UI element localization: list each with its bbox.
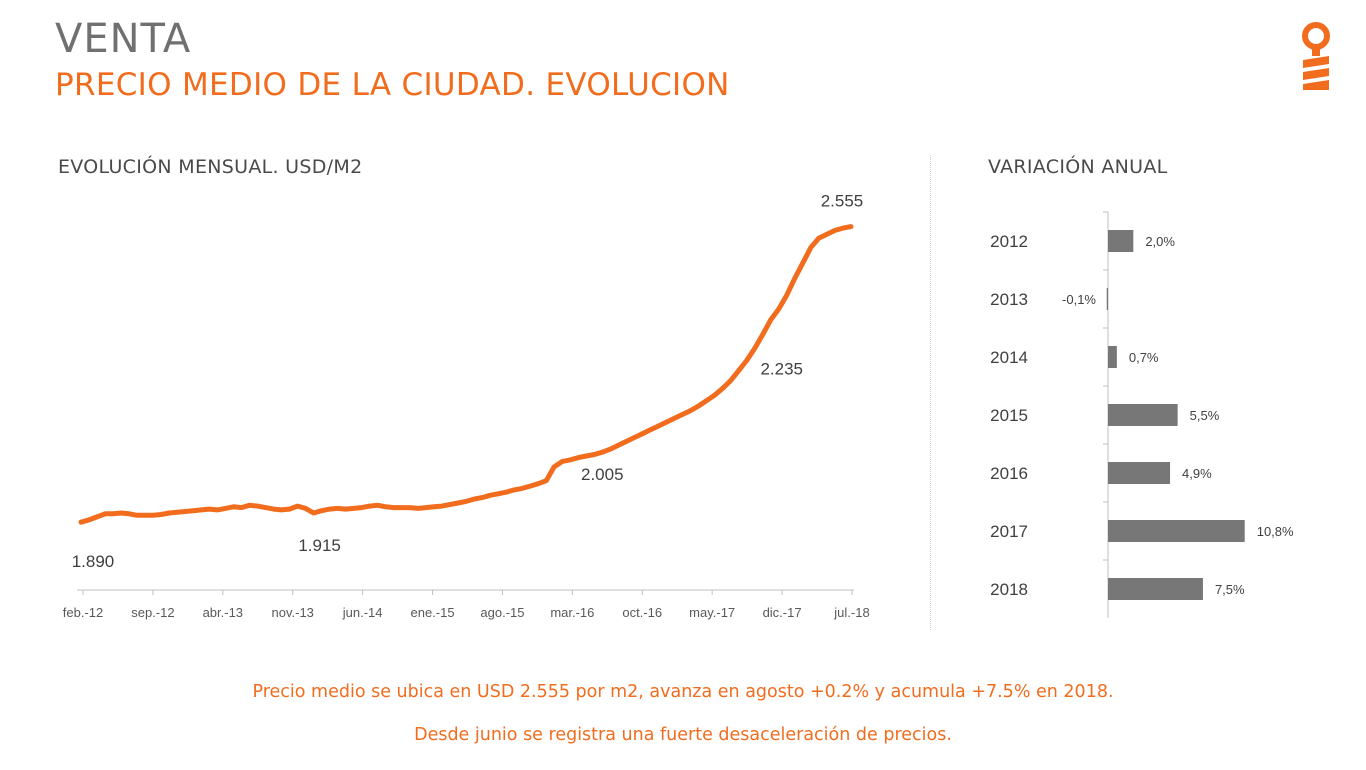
x-tick-label: ago.-15 [480,605,524,620]
page-subtitle: PRECIO MEDIO DE LA CIUDAD. EVOLUCION [55,67,730,103]
section-divider [930,155,931,630]
x-tick-label: abr.-13 [203,605,243,620]
category-label: 2015 [990,406,1028,425]
category-label: 2017 [990,522,1028,541]
x-tick-label: jun.-14 [342,605,383,620]
bar [1108,346,1117,368]
line-chart-title: EVOLUCIÓN MENSUAL. USD/M2 [58,156,363,178]
value-label: 5,5% [1190,408,1220,423]
value-label: -0,1% [1062,292,1096,307]
bar [1108,520,1245,542]
key-logo-icon [1302,22,1330,90]
value-label: 2,0% [1145,234,1175,249]
x-tick-label: jul.-18 [833,605,869,620]
category-label: 2018 [990,580,1028,599]
bar [1108,462,1171,484]
annual-bar-chart: 2012 2,0% 2013 -0,1% 2014 0,7% 2015 5,5% 2016 4,9… [990,211,1294,618]
category-label: 2012 [990,232,1028,251]
summary-note: Precio medio se ubica en USD 2.555 por m… [252,682,1114,702]
bar [1108,230,1134,252]
value-label: 7,5% [1215,582,1245,597]
series-line [78,224,854,525]
data-label: 1.890 [72,552,115,571]
x-tick-label: feb.-12 [63,605,103,620]
category-label: 2013 [990,290,1028,309]
category-label: 2016 [990,464,1028,483]
summary-note-secondary: Desde junio se registra una fuerte desac… [414,725,952,745]
value-label: 4,9% [1182,466,1212,481]
x-tick-label: dic.-17 [763,605,802,620]
x-tick-label: mar.-16 [550,605,594,620]
x-tick-label: ene.-15 [410,605,454,620]
data-label: 2.555 [821,192,864,211]
bar [1108,578,1203,600]
data-label: 2.005 [581,465,624,484]
bar [1108,404,1178,426]
value-label: 0,7% [1129,350,1159,365]
data-label: 1.915 [298,536,341,555]
category-label: 2014 [990,348,1028,367]
x-tick-label: nov.-13 [272,605,314,620]
bar [1106,288,1108,310]
bar-chart-title: VARIACIÓN ANUAL [988,156,1168,178]
value-label: 10,8% [1257,524,1294,539]
data-label: 2.235 [760,360,803,379]
x-tick-label: may.-17 [689,605,735,620]
monthly-line-chart: feb.-12 sep.-12 abr.-13 nov.-13 jun.-14 ene.-… [63,192,870,620]
x-tick-label: sep.-12 [131,605,174,620]
page-title: VENTA [55,16,192,62]
x-tick-label: oct.-16 [622,605,662,620]
